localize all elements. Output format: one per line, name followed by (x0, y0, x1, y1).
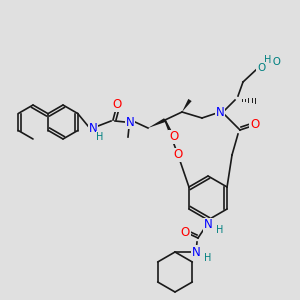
Text: O: O (112, 98, 122, 112)
Text: N: N (204, 218, 212, 232)
Text: H: H (264, 55, 272, 65)
Text: N: N (88, 122, 98, 134)
Text: O: O (257, 63, 265, 73)
Text: O: O (180, 226, 190, 238)
Text: H: H (96, 132, 104, 142)
Polygon shape (182, 99, 192, 112)
Text: N: N (216, 106, 224, 118)
Text: N: N (126, 116, 134, 128)
Text: N: N (192, 245, 200, 259)
Text: HO: HO (265, 57, 281, 67)
Polygon shape (148, 118, 166, 128)
Text: H: H (204, 253, 212, 263)
Text: O: O (169, 130, 178, 143)
Text: H: H (216, 225, 224, 235)
Text: O: O (173, 148, 183, 161)
Text: O: O (250, 118, 260, 131)
